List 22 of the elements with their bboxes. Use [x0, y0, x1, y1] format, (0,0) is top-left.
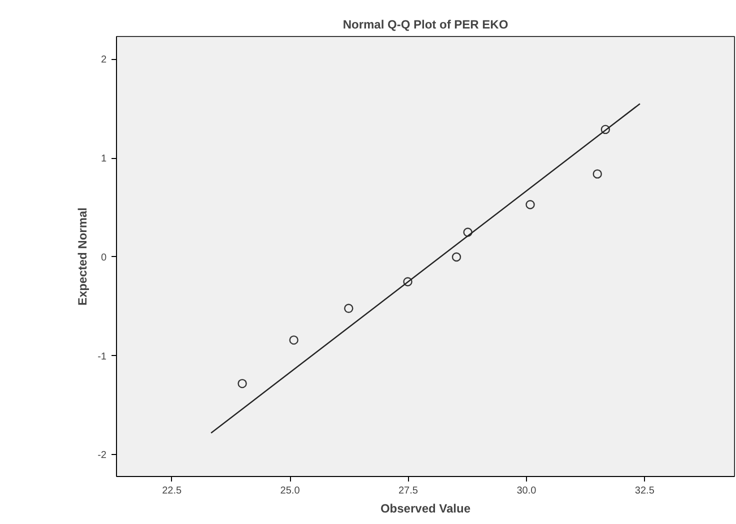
point [452, 252, 462, 262]
x-tick-label: 27.5 [398, 486, 418, 496]
y-tick-label: -2 [98, 450, 107, 462]
point [238, 378, 247, 388]
point [344, 304, 354, 313]
point [592, 169, 602, 179]
x-tick-label: 32.5 [634, 486, 655, 496]
chart-title: Normal Q-Q Plot of PER EKO [342, 18, 508, 32]
y-tick-label: 2 [100, 54, 107, 66]
y-axis-title: Expected Normal [76, 207, 90, 306]
x-axis-title: Observed Value [380, 502, 471, 516]
y-tick-label: -1 [98, 351, 107, 362]
y-tick-label: 1 [100, 154, 107, 165]
x-tick-label: 30.0 [516, 486, 537, 496]
point [526, 200, 535, 210]
point [289, 335, 298, 345]
x-tick-label: 22.5 [162, 486, 182, 496]
x-tick-label: 25.0 [280, 486, 300, 496]
point [463, 228, 472, 237]
y-tick-label: 0 [100, 252, 107, 264]
point [600, 124, 610, 134]
point [403, 277, 412, 286]
